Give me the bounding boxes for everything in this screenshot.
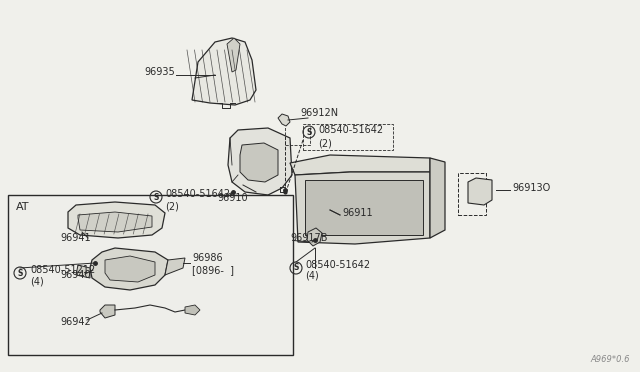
Text: (2): (2) — [165, 201, 179, 211]
Text: 96910: 96910 — [218, 193, 248, 203]
Polygon shape — [90, 248, 168, 290]
Text: 96913O: 96913O — [512, 183, 550, 193]
Text: 96941: 96941 — [60, 233, 91, 243]
Polygon shape — [240, 143, 278, 182]
Text: A969*0.6: A969*0.6 — [591, 355, 630, 364]
Text: 96911: 96911 — [342, 208, 372, 218]
Polygon shape — [430, 158, 445, 238]
Text: 08540-51642: 08540-51642 — [318, 125, 383, 135]
Text: 08540-51642: 08540-51642 — [305, 260, 370, 270]
Text: S: S — [154, 192, 159, 202]
Polygon shape — [227, 38, 240, 72]
Polygon shape — [228, 128, 292, 195]
Text: 96986: 96986 — [192, 253, 223, 263]
Polygon shape — [100, 305, 115, 318]
Polygon shape — [278, 114, 290, 126]
Text: 96935: 96935 — [144, 67, 175, 77]
Text: (2): (2) — [318, 138, 332, 148]
Polygon shape — [76, 265, 90, 278]
Polygon shape — [78, 212, 152, 232]
Text: 96912N: 96912N — [300, 108, 338, 118]
Bar — [458, 173, 486, 215]
Text: 96940: 96940 — [60, 270, 91, 280]
Text: (4): (4) — [30, 277, 44, 287]
Polygon shape — [192, 38, 256, 105]
Text: 08540-51642: 08540-51642 — [165, 189, 230, 199]
Text: AT: AT — [16, 202, 29, 212]
Polygon shape — [185, 305, 200, 315]
Text: S: S — [307, 128, 312, 137]
Text: S: S — [17, 269, 22, 278]
Bar — [303, 124, 393, 150]
Polygon shape — [290, 155, 430, 175]
Text: 96917B: 96917B — [290, 233, 328, 243]
Text: 08540-51212: 08540-51212 — [30, 265, 95, 275]
Polygon shape — [105, 256, 155, 282]
Text: S: S — [293, 263, 299, 273]
Text: 96942: 96942 — [60, 317, 91, 327]
Text: [0896-  ]: [0896- ] — [192, 265, 234, 275]
Polygon shape — [295, 172, 430, 244]
Bar — [305, 180, 423, 235]
Polygon shape — [468, 178, 492, 205]
Polygon shape — [165, 258, 185, 275]
Polygon shape — [68, 202, 165, 238]
Polygon shape — [307, 228, 322, 246]
Text: (4): (4) — [305, 271, 319, 281]
Bar — [8, 195, 293, 355]
